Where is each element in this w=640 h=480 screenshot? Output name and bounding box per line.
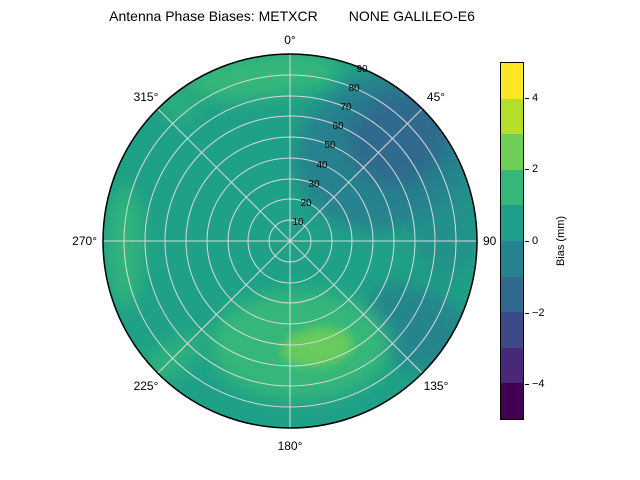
colorbar-tick-label: 2	[532, 163, 539, 175]
azimuth-labels: 0° 45° 90 135° 180° 225° 270° 315°	[72, 33, 497, 453]
radial-tick-labels: 10 20 30 40 50 60 70 80 90	[292, 64, 368, 228]
radial-tick-label: 80	[348, 83, 360, 94]
azimuth-label-45: 45°	[427, 90, 445, 104]
plot-boundary	[102, 53, 478, 429]
radial-tick-label: 10	[292, 217, 304, 228]
colorbar-tick	[525, 384, 529, 385]
colorbar-label: Bias (mm)	[555, 215, 567, 267]
radial-tick-label: 30	[308, 179, 320, 190]
azimuth-label-90: 90	[483, 234, 497, 248]
contour-region	[413, 167, 477, 277]
colorbar-tick-label: 4	[532, 92, 539, 104]
colorbar-tick	[525, 98, 529, 99]
radial-tick-label: 20	[300, 198, 312, 209]
contour-region	[347, 91, 447, 185]
colorbar-tick-label: −4	[532, 378, 545, 390]
radial-tick-label: 60	[332, 121, 344, 132]
colorbar-tick-label: −2	[532, 307, 545, 319]
azimuth-label-0: 0°	[284, 33, 296, 47]
chart-title: Antenna Phase Biases: METXCR NONE GALILE…	[109, 8, 475, 24]
radial-tick-label: 90	[356, 64, 368, 75]
colorbar-tick	[525, 241, 529, 242]
polar-grid	[103, 54, 477, 428]
radial-tick-label: 50	[324, 140, 336, 151]
azimuth-label-225: 225°	[134, 379, 159, 393]
colorbar-tick-label: 0	[532, 235, 539, 247]
contour-region	[282, 327, 354, 367]
azimuth-label-180: 180°	[278, 439, 303, 453]
azimuth-label-315: 315°	[134, 90, 159, 104]
azimuth-label-270: 270°	[72, 234, 97, 248]
radial-tick-label: 40	[316, 160, 328, 171]
azimuth-label-135: 135°	[424, 379, 449, 393]
colorbar	[500, 62, 524, 420]
grid-spoke	[157, 108, 423, 374]
radial-tick-label: 70	[340, 102, 352, 113]
colorbar-tick	[525, 169, 529, 170]
contour-region	[108, 185, 142, 309]
colorbar-tick	[525, 313, 529, 314]
colorbar-gradient	[501, 63, 523, 419]
